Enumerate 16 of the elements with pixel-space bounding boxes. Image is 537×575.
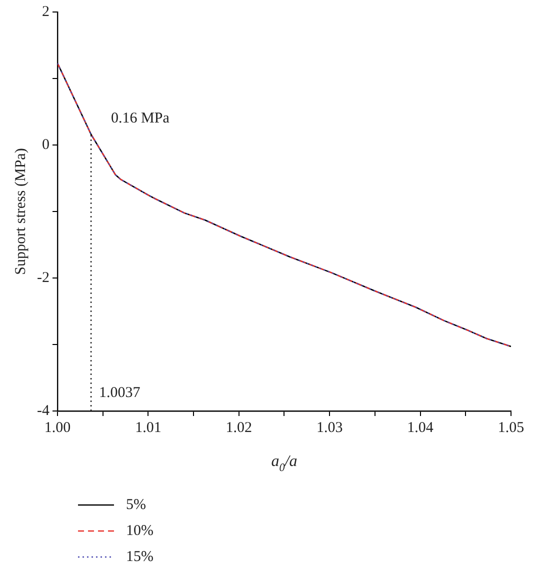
y-tick-label: 2 [42,4,50,20]
ref-line-label: 1.0037 [99,385,141,401]
x-tick-label: 1.02 [226,420,252,436]
y-tick-label: -2 [36,270,50,286]
x-tick-label: 1.01 [135,420,162,436]
legend-label: 15% [126,548,154,566]
x-tick-label: 1.04 [407,420,434,436]
y-axis-title: Support stress (MPa) [12,148,29,275]
y-tick-label: -4 [36,402,50,419]
annotation: 0.16 MPa [111,110,170,126]
x-tick-label: 1.03 [316,420,343,436]
x-tick-label: 1.05 [498,420,524,436]
y-tick-label: 0 [42,136,50,153]
x-tick-label: 1.00 [44,420,71,436]
legend-label: 5% [126,496,146,514]
legend-label: 10% [126,522,154,540]
